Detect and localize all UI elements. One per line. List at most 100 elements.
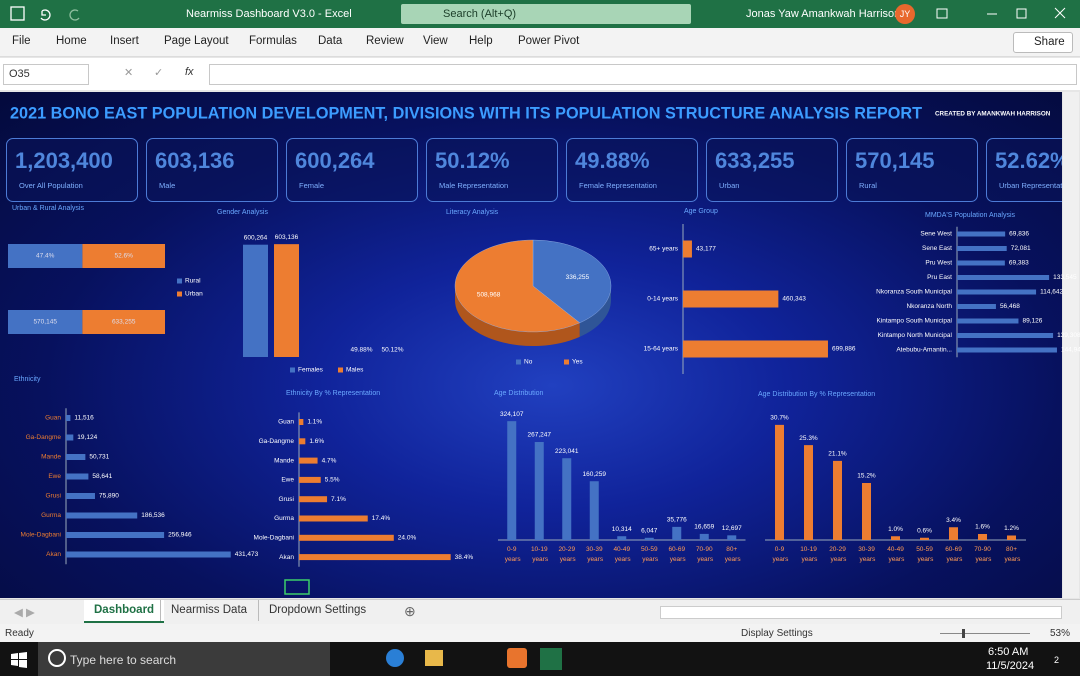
taskbar: Type here to search 6:50 AM 11/5/2024 2: [0, 642, 1080, 676]
enter-icon[interactable]: ✓: [154, 67, 164, 79]
data-label: 223,041: [555, 448, 579, 455]
app-icon[interactable]: [507, 648, 527, 668]
user-name: Jonas Yaw Amankwah Harrison: [746, 8, 901, 20]
window-controls: [936, 7, 1066, 19]
formula-input[interactable]: [209, 64, 1077, 85]
data-label: 1.0%: [888, 526, 903, 533]
data-label: 43,177: [696, 246, 716, 253]
ribbon-tab[interactable]: Power Pivot: [518, 35, 580, 47]
x-tick-label: 60-69 years: [668, 546, 686, 563]
data-label: 603,136: [275, 234, 299, 241]
sheet-tab[interactable]: Dashboard: [84, 600, 165, 623]
data-label: 114,642: [1040, 289, 1063, 296]
ribbon-options[interactable]: [936, 8, 948, 19]
close[interactable]: [1054, 7, 1066, 19]
sheet-tab[interactable]: Dropdown Settings: [258, 600, 376, 621]
legend-swatch: [516, 359, 521, 365]
cancel-icon[interactable]: ✕: [124, 67, 134, 79]
x-tick-label: 70-90 years: [974, 546, 992, 563]
explorer-icon[interactable]: [425, 650, 443, 666]
data-label: 47.4%: [36, 253, 55, 260]
data-label: 16,659: [694, 524, 714, 531]
start-button[interactable]: [11, 652, 27, 668]
user-avatar[interactable]: JY: [895, 4, 915, 24]
ribbon-tab[interactable]: Formulas: [249, 35, 297, 47]
fx-button[interactable]: fx: [185, 66, 194, 78]
formula-bar: O35 ✕ ✓ fx: [0, 58, 1080, 90]
bar: [957, 347, 1057, 353]
data-label: 186,536: [141, 512, 165, 519]
y-tick-label: Mole-Dagbani: [21, 532, 61, 539]
column: [562, 458, 572, 540]
add-sheet[interactable]: ⊕: [404, 603, 416, 619]
data-label: 52.6%: [114, 253, 133, 260]
data-label: 72,081: [1011, 245, 1031, 252]
data-label: 1.1%: [307, 419, 322, 426]
kpi-value: 600,264: [295, 148, 375, 173]
ribbon-tab[interactable]: Help: [469, 35, 493, 47]
search-box[interactable]: Search (Alt+Q): [401, 4, 691, 24]
horizontal-scrollbar[interactable]: [660, 606, 1062, 619]
y-tick-label: 65+ years: [649, 246, 678, 253]
ribbon-tab[interactable]: View: [423, 35, 448, 47]
column: [775, 424, 784, 540]
data-label: 431,473: [235, 551, 259, 558]
edge-icon[interactable]: [386, 649, 404, 667]
data-label: 69,383: [1009, 260, 1029, 267]
vertical-scrollbar[interactable]: [1063, 92, 1079, 598]
bar: [299, 457, 318, 464]
y-tick-label: 0-14 years: [647, 296, 678, 303]
ribbon-tab[interactable]: File: [12, 35, 31, 47]
column: [1007, 535, 1016, 540]
data-label: 11,516: [74, 415, 94, 422]
zoom-slider[interactable]: [940, 633, 1030, 634]
bar: [299, 515, 368, 522]
share-button[interactable]: Share: [1013, 32, 1073, 53]
taskbar-search[interactable]: Type here to search: [38, 642, 330, 676]
kpi-value: 1,203,400: [15, 148, 113, 173]
x-tick-label: 50-59 years: [640, 546, 658, 563]
zoom-thumb[interactable]: [962, 629, 965, 638]
data-label: 324,107: [500, 411, 524, 418]
kpi-label: Urban: [719, 181, 740, 190]
bar: [66, 512, 138, 519]
data-label: 24.0%: [398, 535, 417, 542]
redo-icon[interactable]: [69, 9, 80, 21]
data-label: 75,890: [99, 493, 119, 500]
y-tick-label: Guan: [278, 419, 294, 426]
x-tick-label: 20-29 years: [829, 546, 847, 563]
name-box[interactable]: O35: [3, 64, 89, 85]
y-tick-label: Kintampo North Municipal: [878, 332, 953, 339]
data-label: 336,255: [566, 274, 590, 281]
y-tick-label: Ewe: [281, 477, 294, 484]
y-tick-label: Nkoranza North: [906, 303, 952, 310]
data-label: 10,314: [612, 526, 632, 533]
undo-icon[interactable]: [40, 9, 51, 21]
ribbon-tab[interactable]: Insert: [110, 35, 139, 47]
bar-segment: [8, 244, 83, 268]
credit: CREATED BY AMANKWAH HARRISON: [935, 111, 1051, 118]
window-title: Nearmiss Dashboard V3.0 - Excel: [186, 8, 352, 20]
save-icon[interactable]: [10, 6, 25, 21]
kpi-card: 600,264 Female: [286, 138, 418, 202]
column: [644, 537, 654, 540]
data-label: 1.2%: [1004, 525, 1019, 532]
pie-side: [579, 286, 611, 337]
data-label: 160,259: [583, 471, 607, 478]
y-tick-label: Atebubu-Amantin...: [896, 347, 952, 354]
excel-app[interactable]: [540, 648, 562, 670]
ribbon-tab[interactable]: Data: [318, 35, 343, 47]
bar: [957, 246, 1007, 251]
data-label: 508,968: [477, 291, 501, 298]
selected-cell[interactable]: [284, 579, 310, 595]
chart-title: Age Distribution: [494, 390, 544, 397]
restore[interactable]: [1016, 8, 1027, 19]
tab-nav[interactable]: ◀ ▶: [14, 607, 35, 619]
legend-label: Rural: [185, 278, 201, 285]
ribbon-tab[interactable]: Page Layout: [164, 35, 229, 47]
column: [891, 536, 900, 540]
ribbon-tab[interactable]: Home: [56, 35, 87, 47]
display-settings[interactable]: Display Settings: [741, 628, 813, 639]
sheet-tab[interactable]: Nearmiss Data: [160, 600, 257, 621]
ribbon-tab[interactable]: Review: [366, 35, 404, 47]
